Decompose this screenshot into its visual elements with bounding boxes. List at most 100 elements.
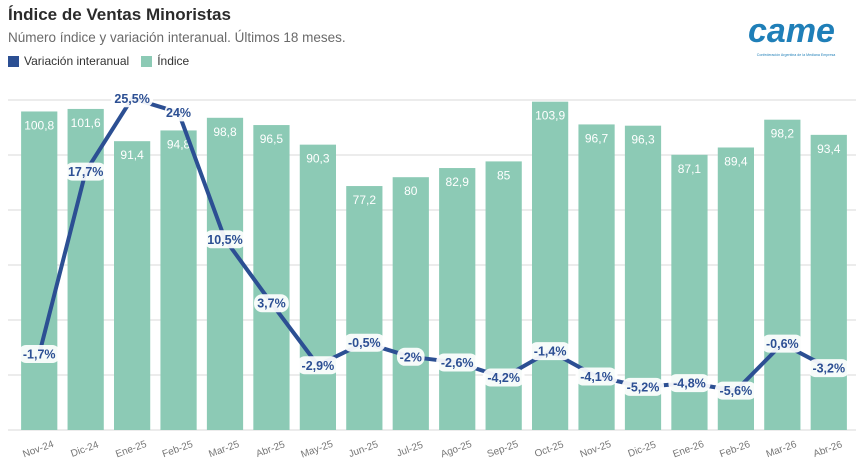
line-value-label: -4,1%: [580, 370, 613, 384]
x-tick-label: Dic-24: [69, 439, 100, 459]
line-value-label: 3,7%: [257, 297, 286, 311]
chart-subtitle: Número índice y variación interanual. Úl…: [8, 30, 346, 45]
bar-labels: 100,8 101,6 91,4 94,8 98,8 96,5 90,3 77,2 80 82,9…: [24, 109, 841, 207]
point-label-bg: [668, 374, 711, 393]
legend: Variación interanual Índice: [8, 54, 201, 68]
bar-value-label: 87,1: [678, 162, 702, 176]
bar[interactable]: [253, 125, 290, 430]
bar-value-label: 96,7: [585, 131, 609, 145]
bar-value-label: 94,8: [167, 137, 191, 151]
legend-item-bar[interactable]: Índice: [141, 54, 189, 68]
bar[interactable]: [206, 117, 244, 431]
came-logo: came Confederación Argentina de la Media…: [748, 12, 835, 57]
legend-item-line[interactable]: Variación interanual: [8, 54, 129, 68]
bar[interactable]: [160, 130, 197, 430]
line-value-label: -3,2%: [812, 362, 845, 376]
line-value-label: 10,5%: [207, 233, 242, 247]
x-tick-label: Nov-24: [21, 439, 55, 460]
point-label-bg: [714, 381, 757, 400]
bars: [21, 101, 847, 431]
point-label-bg: [111, 89, 154, 108]
x-tick-label: Sep-25: [486, 439, 520, 460]
point-label-bg: [761, 334, 804, 353]
point-label-bg: [164, 103, 193, 122]
line-value-label: -5,2%: [627, 380, 660, 394]
point-label-bg: [254, 294, 289, 313]
bar[interactable]: [810, 134, 847, 430]
bar[interactable]: [113, 141, 151, 430]
point-label-bg: [18, 344, 61, 363]
line-value-label: -4,8%: [673, 377, 706, 391]
chart-title: Índice de Ventas Minoristas: [8, 5, 231, 24]
variation-line: [37, 96, 830, 393]
line-series: -1,7% 17,7% 25,5% 24% 10,5% 3,7% -2,9% -0,5% -2%…: [18, 89, 850, 400]
point-label-bg: [807, 359, 850, 378]
bar[interactable]: [392, 177, 429, 430]
bar[interactable]: [485, 161, 522, 430]
legend-swatch-line: [8, 55, 19, 67]
x-tick-label: Abr-26: [812, 439, 844, 460]
point-label-bg: [204, 230, 246, 249]
bar-value-label: 98,8: [213, 125, 237, 139]
x-tick-label: Ago-25: [439, 439, 473, 460]
point-label-bg: [343, 333, 386, 352]
bar-value-label: 96,3: [631, 133, 655, 147]
bar-value-label: 100,8: [24, 118, 54, 132]
x-axis: Nov-24 Dic-24 Ene-25 Feb-25 Mar-25 Abr-25 May-…: [21, 439, 844, 460]
bar-value-label: 96,5: [260, 132, 284, 146]
bar-value-label: 80: [404, 184, 418, 198]
bar-value-label: 89,4: [724, 154, 748, 168]
bar-value-label: 90,3: [306, 152, 330, 166]
line-value-label: -4,2%: [487, 371, 520, 385]
x-tick-label: May-25: [299, 439, 335, 460]
bar-value-label: 77,2: [353, 193, 377, 207]
point-label-bg: [482, 368, 525, 387]
bar-value-label: 91,4: [120, 148, 144, 162]
line-value-label: -1,4%: [534, 345, 567, 359]
logo-wordmark: came: [748, 12, 835, 50]
bar-value-label: 85: [497, 168, 511, 182]
x-tick-label: Ene-26: [672, 439, 706, 460]
bar[interactable]: [346, 186, 383, 430]
point-label-bg: [575, 367, 618, 386]
x-tick-label: Abr-25: [255, 439, 287, 460]
line-value-label: 25,5%: [114, 92, 149, 106]
line-value-label: 24%: [166, 106, 191, 120]
bar-value-label: 93,4: [817, 142, 841, 156]
bar[interactable]: [21, 111, 58, 431]
point-label-bg: [296, 356, 339, 375]
line-value-label: 17,7%: [68, 165, 103, 179]
x-tick-label: Ene-25: [114, 439, 148, 460]
bar-value-label: 101,6: [71, 116, 101, 130]
point-label-bg: [64, 162, 107, 181]
bar[interactable]: [531, 101, 569, 431]
line-value-label: -2,6%: [441, 356, 474, 370]
line-value-label: -1,7%: [23, 347, 56, 361]
bar[interactable]: [67, 108, 104, 430]
line-value-label: -5,6%: [720, 384, 753, 398]
bar[interactable]: [299, 144, 337, 431]
line-value-label: -0,5%: [348, 336, 381, 350]
x-tick-label: Feb-25: [161, 439, 195, 460]
bar[interactable]: [439, 168, 476, 430]
bar-value-label: 98,2: [771, 127, 795, 141]
x-tick-label: Feb-26: [718, 439, 752, 460]
x-tick-label: Jul-25: [395, 440, 425, 460]
point-label-bg: [436, 353, 479, 372]
x-tick-label: Mar-25: [207, 439, 241, 460]
x-tick-label: Mar-26: [765, 439, 799, 460]
bar[interactable]: [764, 119, 801, 431]
x-tick-label: Jun-25: [347, 439, 380, 460]
x-tick-label: Nov-25: [579, 439, 613, 460]
point-label-bg: [396, 347, 425, 366]
legend-label-line: Variación interanual: [24, 54, 130, 68]
line-value-label: -2%: [400, 350, 422, 364]
bar-value-label: 82,9: [446, 175, 470, 189]
x-tick-label: Oct-25: [533, 439, 565, 460]
line-value-label: -0,6%: [766, 337, 799, 351]
line-value-label: -2,9%: [302, 359, 335, 373]
x-tick-label: Dic-25: [627, 439, 658, 459]
point-label-bg: [622, 377, 664, 396]
legend-label-bar: Índice: [157, 54, 190, 68]
